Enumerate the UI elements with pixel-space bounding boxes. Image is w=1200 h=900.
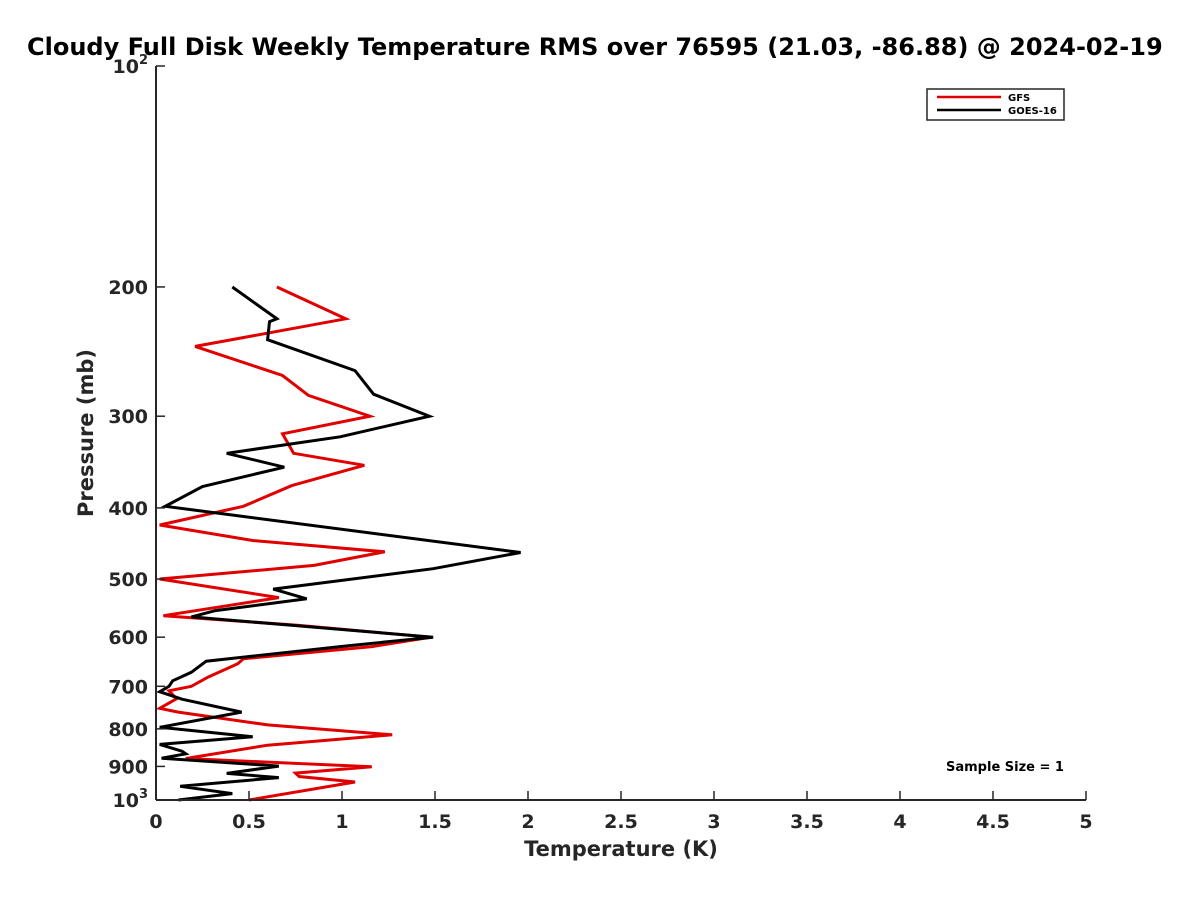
y-tick-label: 400 bbox=[108, 498, 148, 520]
y-ticks: 102 200 300 400 500 600 700 800 900 103 bbox=[108, 53, 165, 812]
x-tick-label: 3.5 bbox=[790, 811, 824, 833]
y-tick-label: 103 bbox=[113, 787, 149, 812]
x-tick-label: 3 bbox=[707, 811, 720, 833]
y-tick-label: 500 bbox=[108, 569, 148, 591]
y-tick-label: 102 bbox=[113, 53, 149, 78]
x-tick-label: 2 bbox=[521, 811, 534, 833]
series-line-gfs bbox=[155, 285, 432, 802]
legend-label-goes16: GOES-16 bbox=[1008, 106, 1057, 117]
x-tick-label: 5 bbox=[1079, 811, 1092, 833]
axes bbox=[155, 66, 1086, 801]
x-tick-label: 2.5 bbox=[604, 811, 638, 833]
legend-label-gfs: GFS bbox=[1008, 93, 1030, 104]
x-ticks: 0 0.5 1 1.5 2 2.5 3 3.5 4 4.5 5 bbox=[149, 791, 1093, 833]
x-tick-label: 4 bbox=[893, 811, 906, 833]
y-tick-label: 900 bbox=[108, 756, 148, 778]
x-axis-label: Temperature (K) bbox=[524, 837, 718, 861]
legend-box bbox=[926, 88, 1065, 121]
y-tick-label: 600 bbox=[108, 627, 148, 649]
chart-title: Cloudy Full Disk Weekly Temperature RMS … bbox=[27, 33, 1163, 61]
y-tick-label: 800 bbox=[108, 719, 148, 741]
y-tick-label: 200 bbox=[108, 277, 148, 299]
plot-series bbox=[155, 285, 521, 802]
y-tick-label: 300 bbox=[108, 406, 148, 428]
series-line-goes16 bbox=[156, 285, 521, 802]
x-tick-label: 0 bbox=[149, 811, 162, 833]
x-tick-label: 0.5 bbox=[232, 811, 266, 833]
x-tick-label: 1.5 bbox=[418, 811, 452, 833]
y-axis-label: Pressure (mb) bbox=[74, 349, 98, 517]
y-tick-label: 700 bbox=[108, 676, 148, 698]
sample-size-annotation: Sample Size = 1 bbox=[946, 760, 1064, 775]
legend: GFS GOES-16 bbox=[926, 88, 1065, 121]
x-tick-label: 4.5 bbox=[976, 811, 1010, 833]
x-tick-label: 1 bbox=[335, 811, 348, 833]
